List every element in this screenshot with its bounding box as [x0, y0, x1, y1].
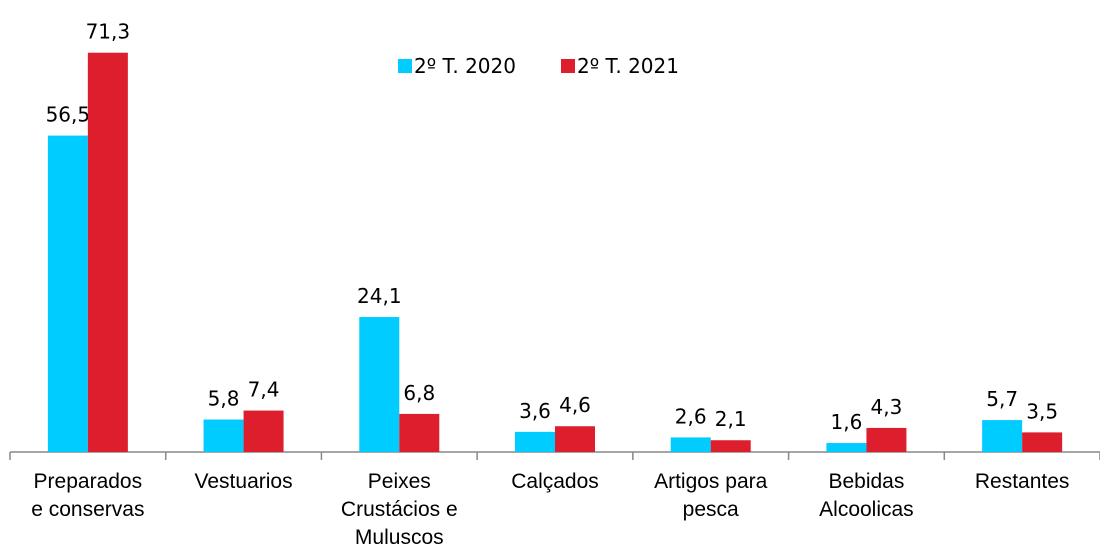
value-label: 2,1 — [715, 407, 747, 431]
value-label: 56,5 — [46, 103, 91, 127]
x-tick-label: Restantes — [974, 470, 1070, 493]
value-label: 5,8 — [208, 387, 240, 411]
value-label: 3,5 — [1026, 399, 1058, 423]
x-tick-label: Bebidas Alcoolicas — [819, 470, 914, 521]
legend-swatch — [561, 59, 575, 73]
value-label: 4,3 — [871, 395, 903, 419]
value-label: 7,4 — [248, 378, 280, 402]
value-label: 24,1 — [357, 284, 402, 308]
bar — [87, 52, 128, 452]
legend-label: 2º T. 2020 — [414, 54, 516, 78]
bar — [359, 317, 400, 452]
bar — [243, 410, 284, 452]
x-tick-label: Preparados e conservas — [31, 470, 145, 521]
bar — [555, 426, 595, 452]
bar — [515, 431, 555, 452]
x-tick-label: Peixes Crustácios e Muluscos — [340, 470, 458, 549]
bar — [710, 440, 751, 452]
bar — [866, 427, 907, 452]
value-label: 2,6 — [675, 404, 707, 428]
value-label: 71,3 — [86, 20, 131, 44]
x-tick-label: Vestuarios — [194, 470, 293, 493]
value-label: 4,6 — [559, 393, 591, 417]
legend-swatch — [398, 59, 412, 73]
value-label: 1,6 — [831, 410, 863, 434]
bar — [826, 443, 867, 452]
bar — [47, 135, 88, 452]
value-label: 5,7 — [986, 387, 1018, 411]
bar — [670, 437, 711, 452]
bar — [399, 413, 440, 452]
value-label: 6,8 — [403, 381, 435, 405]
x-tick-label: Calçados — [511, 470, 599, 493]
legend-label: 2º T. 2021 — [577, 54, 679, 78]
bar — [203, 419, 244, 452]
bar — [982, 420, 1023, 452]
bar — [1022, 432, 1063, 452]
value-label: 3,6 — [519, 399, 551, 423]
x-tick-label: Artigos para pesca — [654, 470, 768, 521]
